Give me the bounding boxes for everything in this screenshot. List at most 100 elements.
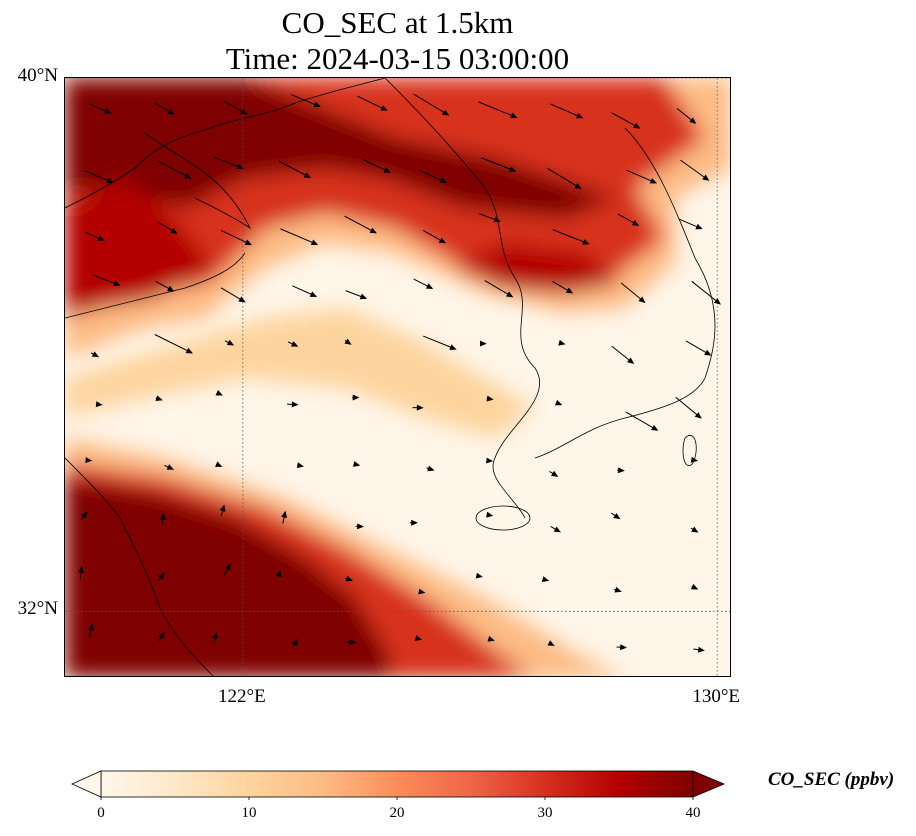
co-band-south-core xyxy=(65,478,395,676)
colorbar-tick-label: 10 xyxy=(241,805,257,821)
wind-arrow xyxy=(89,103,112,114)
wind-arrow xyxy=(164,464,175,470)
wind-arrow xyxy=(155,280,175,292)
wind-arrow xyxy=(346,639,357,646)
wind-arrow xyxy=(157,160,192,179)
wind-arrow xyxy=(292,285,318,297)
wind-arrow xyxy=(355,523,364,530)
wind-arrow xyxy=(547,167,582,190)
wind-arrow xyxy=(224,339,235,346)
wind-arrow xyxy=(611,345,635,365)
wind-arrow xyxy=(290,94,321,108)
colorbar-tick-label: 40 xyxy=(685,805,701,821)
wind-arrow xyxy=(219,504,226,517)
wind-arrow xyxy=(345,290,368,300)
wind-arrow xyxy=(220,229,252,246)
coastline-korea-west xyxy=(384,78,541,519)
wind-arrow xyxy=(691,280,721,305)
wind-arrow xyxy=(157,631,165,642)
wind-arrow xyxy=(212,631,219,644)
wind-arrow xyxy=(611,512,621,520)
wind-arrow xyxy=(280,228,319,246)
colorbar-gradient xyxy=(100,770,694,798)
wind-arrow xyxy=(413,278,434,289)
wind-arrow xyxy=(292,638,299,648)
lat-tick-label: 32°N xyxy=(17,598,58,620)
wind-arrow xyxy=(275,569,282,579)
wind-arrow xyxy=(220,287,246,303)
wind-arrow xyxy=(487,635,495,642)
co-band-north-core xyxy=(65,78,615,218)
wind-arrow xyxy=(78,565,85,580)
wind-arrow xyxy=(352,461,361,467)
coastline-north-china xyxy=(65,78,386,209)
colorbar-tick-label: 30 xyxy=(537,805,553,821)
wind-arrow xyxy=(676,108,697,124)
wind-arrow xyxy=(95,401,103,408)
wind-arrow xyxy=(484,280,514,298)
coastline-liaodong xyxy=(144,132,252,230)
wind-arrow xyxy=(625,411,659,431)
wind-arrow xyxy=(549,470,559,477)
wind-arrow xyxy=(614,586,622,593)
wind-arrow xyxy=(611,112,641,129)
wind-arrow xyxy=(214,461,223,467)
wind-arrow xyxy=(412,404,424,411)
colorbar-tick-label: 0 xyxy=(97,805,105,821)
coastlines xyxy=(65,78,716,676)
wind-arrow xyxy=(357,95,388,111)
wind-arrow xyxy=(410,519,418,526)
wind-arrow xyxy=(344,338,352,345)
wind-arrow xyxy=(620,282,646,304)
wind-arrow xyxy=(616,467,625,474)
wind-arrow xyxy=(616,644,627,651)
colorbar xyxy=(71,770,726,800)
colorbar-extend-max xyxy=(692,770,726,798)
map-canvas xyxy=(65,78,730,676)
colorbar-extend-min xyxy=(71,770,102,798)
wind-arrow xyxy=(155,395,163,402)
wind-arrow xyxy=(287,341,299,347)
wind-arrow xyxy=(675,396,702,419)
wind-arrow xyxy=(422,335,457,350)
lon-tick-label: 122°E xyxy=(218,686,266,707)
wind-arrow xyxy=(223,563,231,577)
co-core-korea-north xyxy=(455,243,620,293)
wind-arrow xyxy=(154,102,175,115)
wind-arrow xyxy=(158,572,165,581)
wind-arrow xyxy=(344,215,377,234)
wind-arrow xyxy=(478,101,518,119)
lat-tick-label: 40°N xyxy=(17,65,58,86)
wind-arrow xyxy=(418,588,426,595)
wind-arrow xyxy=(550,103,584,119)
wind-arrow xyxy=(617,213,640,226)
coastline-shandong xyxy=(65,252,246,319)
wind-arrow xyxy=(426,465,435,472)
wind-arrow xyxy=(486,457,494,464)
wind-arrow xyxy=(541,576,550,583)
co-concentration-field xyxy=(65,78,730,676)
wind-arrow xyxy=(479,340,487,347)
wind-arrow xyxy=(690,526,699,533)
co-core-bohai xyxy=(65,178,215,313)
wind-arrow xyxy=(626,169,658,184)
wind-arrow xyxy=(85,457,93,464)
coastline-korea-east xyxy=(534,127,716,459)
wind-arrow xyxy=(281,510,287,524)
wind-vectors xyxy=(78,93,721,653)
wind-arrow xyxy=(85,231,105,241)
wind-arrow xyxy=(422,229,447,244)
wind-arrow xyxy=(90,351,100,358)
wind-arrow xyxy=(693,646,705,653)
wind-arrow xyxy=(486,395,494,402)
colorbar-label: CO_SEC (ppbv) xyxy=(768,769,895,790)
wind-arrow xyxy=(481,157,517,172)
map-panel xyxy=(64,77,731,677)
wind-arrow xyxy=(690,583,699,590)
wind-arrow xyxy=(552,229,590,245)
wind-arrow xyxy=(352,394,360,401)
lon-tick-label: 130°E xyxy=(692,686,741,707)
coastline-east-china xyxy=(65,457,214,676)
wind-arrow xyxy=(80,511,88,521)
wind-arrow xyxy=(678,218,703,230)
